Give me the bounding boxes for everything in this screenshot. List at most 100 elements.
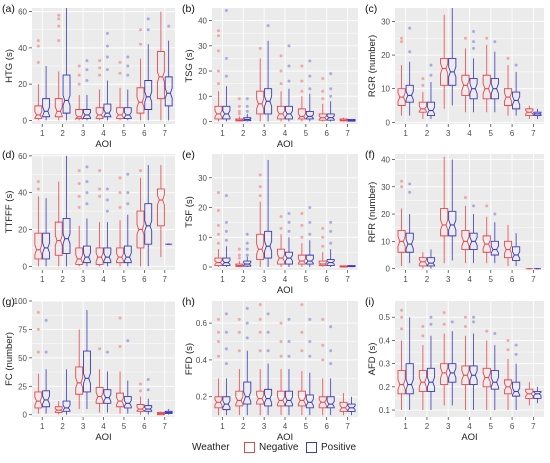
y-tick-label: 0 — [386, 265, 391, 274]
y-axis-label: TTFFF (s) — [4, 191, 15, 234]
box-negative — [440, 208, 449, 237]
outlier-point — [308, 317, 312, 321]
box-negative — [397, 370, 406, 395]
panel-label: (a) — [2, 3, 15, 15]
outlier-point — [98, 73, 102, 77]
outlier-point — [98, 187, 102, 191]
x-tick-label: 2 — [241, 275, 246, 284]
outlier-point — [258, 303, 262, 307]
x-tick-label: 1 — [220, 422, 225, 431]
outlier-point — [138, 382, 142, 386]
x-tick-label: 4 — [101, 275, 106, 284]
outlier-point — [57, 24, 61, 28]
box-negative — [297, 390, 306, 407]
outlier-point — [44, 350, 48, 354]
outlier-point — [421, 325, 425, 329]
x-tick-label: 2 — [425, 422, 430, 431]
box-positive — [469, 232, 478, 250]
outlier-point — [400, 185, 404, 189]
outlier-point — [400, 308, 404, 312]
x-tick-label: 3 — [81, 129, 86, 138]
outlier-point — [321, 244, 325, 248]
outlier-point — [266, 312, 270, 316]
box-negative — [397, 229, 406, 253]
outlier-point — [429, 322, 433, 326]
outlier-point — [105, 187, 109, 191]
y-tick-label: 0 — [23, 262, 28, 271]
x-tick-label: 1 — [220, 129, 225, 138]
box-positive — [264, 88, 273, 115]
outlier-point — [329, 325, 333, 329]
outlier-point — [77, 73, 81, 77]
box-negative — [461, 229, 470, 250]
box-positive — [305, 254, 314, 265]
y-tick-label: 0 — [203, 117, 208, 126]
box-negative — [116, 247, 124, 264]
y-tick-label: 30 — [381, 183, 390, 192]
box-negative — [116, 107, 124, 120]
x-tick-label: 6 — [510, 422, 515, 431]
y-tick-label: 30 — [381, 17, 390, 26]
outlier-point — [321, 343, 325, 347]
y-tick-label: 50 — [18, 354, 27, 363]
outlier-point — [400, 36, 404, 40]
box-positive — [405, 363, 414, 395]
panel-label: (i) — [365, 296, 374, 308]
box-negative — [54, 221, 63, 256]
box-negative — [75, 247, 84, 265]
box-positive — [490, 78, 499, 100]
outlier-point — [329, 229, 333, 233]
box-negative — [482, 235, 491, 253]
box-negative — [156, 188, 165, 227]
x-tick-label: 6 — [324, 422, 329, 431]
outlier-point — [36, 44, 40, 48]
outlier-point — [138, 42, 142, 46]
outlier-point — [287, 317, 291, 321]
x-tick-label: 7 — [163, 275, 168, 284]
y-axis-label: RGR (number) — [367, 35, 378, 97]
outlier-point — [287, 220, 291, 224]
outlier-point — [329, 241, 333, 245]
box-negative — [482, 367, 491, 388]
outlier-point — [485, 329, 489, 333]
outlier-point — [57, 13, 61, 17]
box-negative — [440, 363, 449, 385]
y-tick-label: 0.1 — [379, 406, 391, 415]
box-positive — [347, 403, 356, 412]
panel-e: 0 10 20 30 1 2 3 4 5 6 7 AOI TSF (s) (e) — [182, 149, 358, 296]
outlier-point — [308, 354, 312, 358]
panel-g: 0 25 50 75 100 1 2 3 4 5 6 7 AOI FC (number) (g) — [2, 296, 175, 443]
box-negative — [397, 88, 406, 106]
box-positive — [243, 117, 252, 122]
box-negative — [156, 412, 165, 416]
outlier-point — [279, 226, 283, 230]
outlier-point — [300, 79, 304, 83]
box-positive — [264, 388, 273, 407]
outlier-point — [98, 169, 102, 173]
box-positive — [243, 381, 252, 405]
box-negative — [214, 105, 223, 120]
outlier-point — [224, 238, 228, 242]
x-tick-label: 2 — [60, 422, 65, 431]
outlier-point — [287, 354, 291, 358]
x-tick-label: 5 — [489, 422, 494, 431]
outlier-point — [237, 97, 241, 101]
outlier-point — [216, 82, 220, 86]
box-negative — [318, 113, 327, 121]
y-tick-label: 75 — [18, 325, 27, 334]
outlier-point — [105, 209, 109, 213]
outlier-point — [245, 104, 249, 108]
y-axis-label: RFR (number) — [367, 182, 378, 243]
panel-i: 0.1 0.2 0.3 0.4 0.5 1 2 3 4 5 6 7 AOI AFD (s) (i) — [365, 296, 544, 443]
outlier-point — [429, 63, 433, 67]
x-tick-label: 5 — [304, 275, 309, 284]
box-negative — [256, 233, 265, 261]
outlier-point — [472, 204, 476, 208]
outlier-point — [329, 87, 333, 91]
box-positive — [326, 113, 335, 121]
outlier-point — [105, 198, 109, 202]
outlier-point — [245, 241, 249, 245]
outlier-point — [118, 191, 122, 195]
outlier-point — [216, 340, 220, 344]
outlier-point — [216, 49, 220, 53]
